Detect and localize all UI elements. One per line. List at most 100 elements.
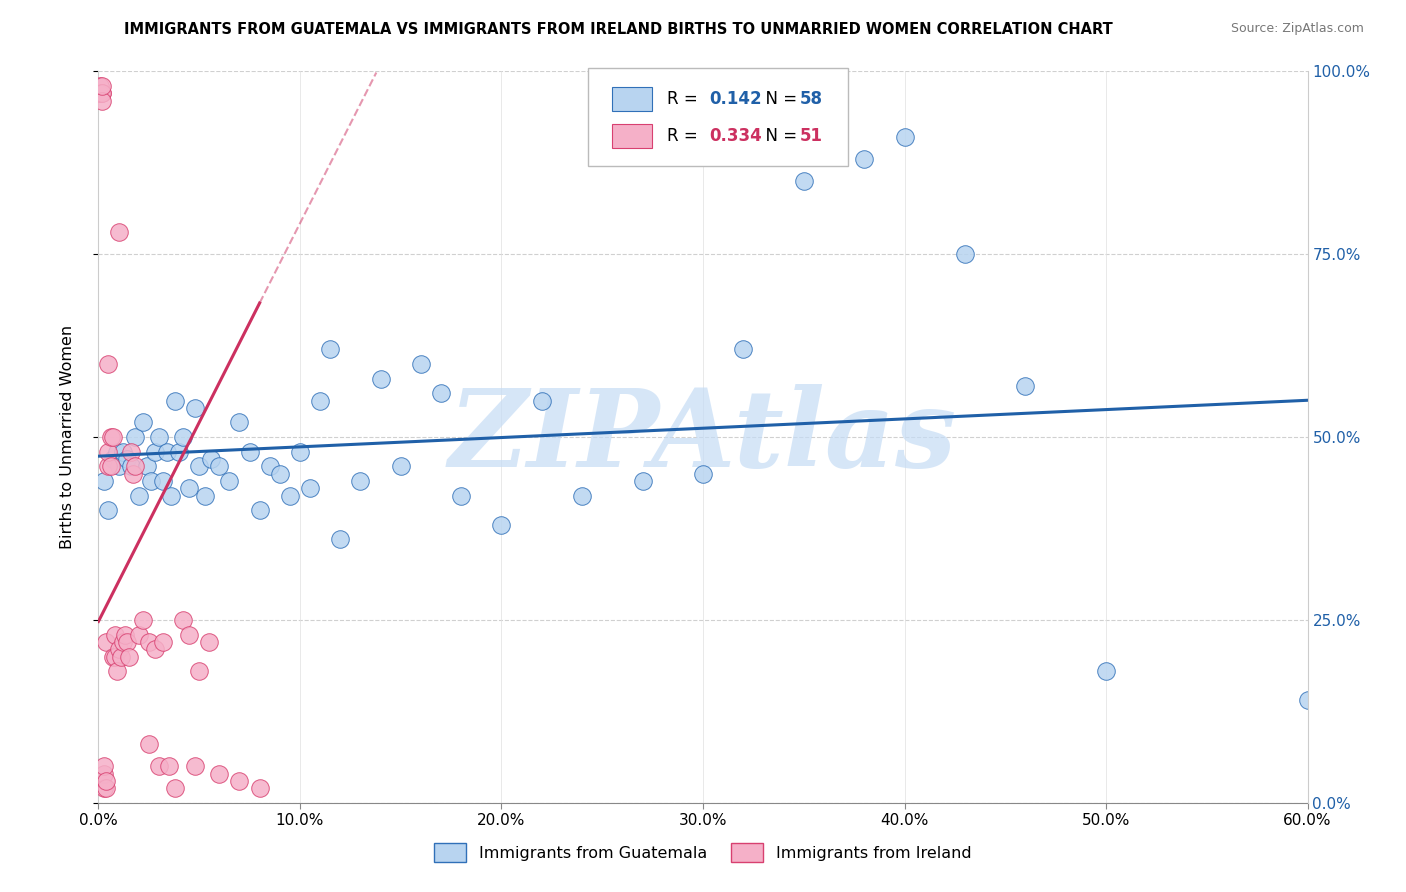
Y-axis label: Births to Unmarried Women: Births to Unmarried Women xyxy=(60,325,75,549)
Point xyxy=(128,627,150,641)
Point xyxy=(118,649,141,664)
Point xyxy=(188,664,211,678)
Point xyxy=(107,225,129,239)
Text: N =: N = xyxy=(755,127,803,145)
Point xyxy=(188,459,211,474)
Point xyxy=(167,444,190,458)
Point xyxy=(349,474,371,488)
Point xyxy=(249,781,271,796)
Text: R =: R = xyxy=(666,89,703,108)
Point xyxy=(139,474,162,488)
Point xyxy=(184,401,207,415)
Point xyxy=(450,489,472,503)
Point xyxy=(259,459,281,474)
Text: 0.142: 0.142 xyxy=(709,89,762,108)
Point xyxy=(91,94,114,108)
Point xyxy=(172,430,194,444)
Point xyxy=(208,766,231,780)
Point xyxy=(228,416,250,430)
Point xyxy=(1014,379,1036,393)
Point xyxy=(91,87,114,101)
Point xyxy=(91,78,114,93)
Point xyxy=(97,444,120,458)
Point xyxy=(172,613,194,627)
Point xyxy=(692,467,714,481)
Point xyxy=(114,627,136,641)
Point xyxy=(198,635,221,649)
Point xyxy=(160,489,183,503)
Point xyxy=(96,773,118,788)
Text: R =: R = xyxy=(666,127,703,145)
Bar xyxy=(613,123,652,148)
Point xyxy=(132,613,155,627)
Text: 58: 58 xyxy=(800,89,823,108)
Point xyxy=(148,430,170,444)
Point xyxy=(93,759,115,773)
Point xyxy=(107,459,129,474)
Point xyxy=(89,87,111,101)
Point xyxy=(115,635,138,649)
Point xyxy=(100,459,122,474)
Point xyxy=(93,781,115,796)
Point xyxy=(530,393,553,408)
Point xyxy=(120,444,142,458)
Point xyxy=(184,759,207,773)
Point xyxy=(120,459,142,474)
Point xyxy=(101,452,124,467)
Text: Source: ZipAtlas.com: Source: ZipAtlas.com xyxy=(1230,22,1364,36)
Point xyxy=(152,635,174,649)
Point xyxy=(163,781,186,796)
Point xyxy=(1095,664,1118,678)
Point xyxy=(249,503,271,517)
Point xyxy=(138,635,160,649)
Text: IMMIGRANTS FROM GUATEMALA VS IMMIGRANTS FROM IRELAND BIRTHS TO UNMARRIED WOMEN C: IMMIGRANTS FROM GUATEMALA VS IMMIGRANTS … xyxy=(124,22,1114,37)
Point xyxy=(571,489,593,503)
Point xyxy=(101,649,124,664)
Point xyxy=(96,635,118,649)
Point xyxy=(893,130,915,145)
Point xyxy=(491,517,513,532)
Point xyxy=(953,247,976,261)
Point xyxy=(200,452,222,467)
Point xyxy=(96,781,118,796)
Point xyxy=(299,481,322,495)
Point xyxy=(319,343,342,357)
Point xyxy=(101,430,124,444)
Point xyxy=(152,474,174,488)
Legend: Immigrants from Guatemala, Immigrants from Ireland: Immigrants from Guatemala, Immigrants fr… xyxy=(427,837,979,868)
Text: 51: 51 xyxy=(800,127,823,145)
Point xyxy=(107,642,129,657)
Text: N =: N = xyxy=(755,89,803,108)
Point xyxy=(163,393,186,408)
Point xyxy=(269,467,291,481)
Point xyxy=(97,357,120,371)
Point xyxy=(733,343,755,357)
Point xyxy=(239,444,262,458)
Point xyxy=(105,444,128,458)
Point xyxy=(228,773,250,788)
Point xyxy=(148,759,170,773)
Point xyxy=(121,467,143,481)
Point xyxy=(128,489,150,503)
Point xyxy=(89,87,111,101)
Point xyxy=(124,459,146,474)
Point xyxy=(135,459,157,474)
Point xyxy=(111,635,134,649)
Point xyxy=(97,503,120,517)
Point xyxy=(329,533,352,547)
Point xyxy=(179,627,201,641)
Point xyxy=(100,430,122,444)
Point xyxy=(93,766,115,780)
Point xyxy=(89,87,111,101)
Point xyxy=(179,481,201,495)
Point xyxy=(110,649,132,664)
Point xyxy=(278,489,301,503)
Point xyxy=(389,459,412,474)
Point xyxy=(156,444,179,458)
Point xyxy=(138,737,160,751)
Point xyxy=(430,386,453,401)
Point xyxy=(97,459,120,474)
Point xyxy=(103,627,125,641)
Point xyxy=(194,489,217,503)
Point xyxy=(105,664,128,678)
